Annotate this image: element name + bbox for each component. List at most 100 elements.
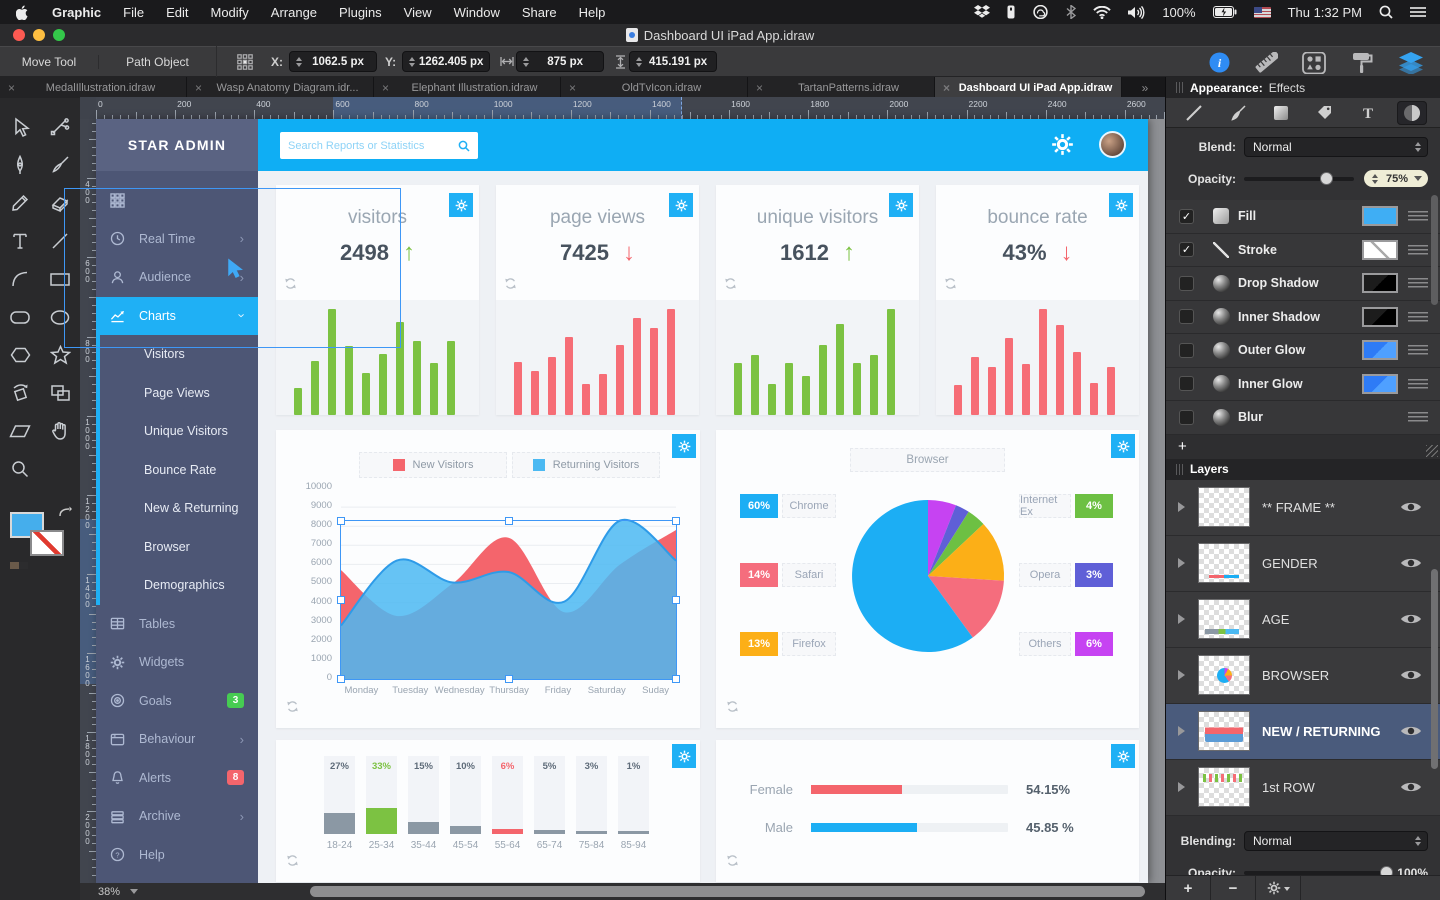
- x-stepper[interactable]: [294, 54, 304, 70]
- visibility-eye-icon[interactable]: [1400, 556, 1422, 570]
- settings-gear-icon[interactable]: [1051, 133, 1074, 156]
- dashboard-artboard[interactable]: STAR ADMIN Real Time› Audience›: [96, 119, 1148, 883]
- tab-effects[interactable]: [1396, 100, 1427, 125]
- anchor-point-selector[interactable]: [237, 53, 253, 70]
- effect-color-swatch[interactable]: [1362, 373, 1398, 394]
- dashboard-search[interactable]: [280, 132, 478, 159]
- refresh-icon[interactable]: [504, 277, 517, 295]
- effect-row[interactable]: Stroke: [1166, 233, 1440, 267]
- sidebar-sub-item[interactable]: Page Views: [144, 385, 210, 400]
- height-field[interactable]: 415.191 px: [629, 51, 718, 72]
- move-tool[interactable]: [64, 188, 401, 348]
- pen-tool[interactable]: [0, 146, 40, 184]
- menu-item[interactable]: Arrange: [270, 4, 318, 20]
- minimize-window-button[interactable]: [33, 29, 45, 41]
- layer-row[interactable]: NEW / RETURNING: [1166, 703, 1440, 760]
- effect-color-swatch[interactable]: [1362, 306, 1398, 327]
- effect-drag-handle[interactable]: [1408, 211, 1428, 222]
- node-tool[interactable]: [40, 108, 80, 146]
- sidebar-sub-item[interactable]: Bounce Rate: [144, 462, 217, 477]
- refresh-icon[interactable]: [286, 854, 299, 872]
- default-colors[interactable]: [10, 562, 28, 569]
- effect-checkbox[interactable]: [1179, 409, 1194, 425]
- x-position-field[interactable]: 1062.5 px: [289, 51, 377, 72]
- menu-item[interactable]: Modify: [210, 4, 249, 20]
- zoom-window-button[interactable]: [53, 29, 65, 41]
- tab-text[interactable]: T: [1353, 101, 1383, 125]
- rectangle-tool[interactable]: [40, 260, 80, 298]
- effect-row[interactable]: Fill: [1166, 200, 1440, 234]
- width-field[interactable]: 875 px: [516, 51, 605, 72]
- effect-row[interactable]: Outer Glow: [1166, 334, 1440, 368]
- sidebar-sub-item[interactable]: Browser: [144, 539, 190, 554]
- sidebar-apps-grid[interactable]: [96, 181, 258, 220]
- document-tab[interactable]: × OldTvIcon.idraw: [561, 77, 748, 98]
- add-layer-button[interactable]: +: [1166, 876, 1211, 900]
- layer-row[interactable]: AGE: [1166, 591, 1440, 648]
- zoom-tool[interactable]: [0, 450, 40, 488]
- remove-layer-button[interactable]: −: [1211, 876, 1256, 900]
- creative-cloud-icon[interactable]: [1032, 5, 1049, 19]
- effect-row[interactable]: Blur: [1166, 401, 1440, 435]
- sidebar-sub-item[interactable]: New & Returning: [144, 501, 239, 516]
- effect-drag-handle[interactable]: [1408, 412, 1428, 423]
- y-stepper[interactable]: [407, 54, 417, 70]
- selection-handle[interactable]: [504, 517, 513, 525]
- selection-handle[interactable]: [504, 675, 513, 683]
- volume-icon[interactable]: [1128, 5, 1145, 19]
- sidebar-item-goals[interactable]: Goals 3: [96, 682, 258, 721]
- effect-checkbox[interactable]: [1179, 275, 1194, 291]
- hand-tool[interactable]: [40, 412, 80, 450]
- menu-item[interactable]: View: [403, 4, 432, 20]
- refresh-icon[interactable]: [724, 277, 737, 295]
- effect-color-swatch[interactable]: [1362, 273, 1398, 294]
- direct-select-tool[interactable]: [0, 108, 40, 146]
- opacity-stepper[interactable]: 75%: [1364, 170, 1428, 187]
- width-stepper[interactable]: [521, 54, 531, 70]
- dropbox-icon[interactable]: [974, 5, 991, 19]
- add-effect-button[interactable]: +: [1166, 434, 1440, 459]
- menu-item[interactable]: Help: [578, 4, 606, 20]
- sidebar-item-behaviour[interactable]: Behaviour ›: [96, 720, 258, 759]
- rounded-rectangle-tool[interactable]: [0, 298, 40, 336]
- tab-label[interactable]: [1310, 101, 1340, 125]
- layer-row[interactable]: GENDER: [1166, 535, 1440, 592]
- effect-drag-handle[interactable]: [1408, 311, 1428, 322]
- tab-fill[interactable]: [1266, 101, 1296, 125]
- refresh-icon[interactable]: [726, 854, 739, 872]
- selection-handle[interactable]: [337, 675, 345, 683]
- star-tool[interactable]: [40, 336, 80, 374]
- effect-drag-handle[interactable]: [1408, 345, 1428, 356]
- effect-color-swatch[interactable]: [1362, 239, 1398, 260]
- visibility-eye-icon[interactable]: [1400, 500, 1422, 514]
- tab-brush[interactable]: [1223, 101, 1253, 125]
- panel-settings-button[interactable]: [672, 434, 696, 458]
- effect-row[interactable]: Drop Shadow: [1166, 267, 1440, 301]
- refresh-icon[interactable]: [726, 700, 739, 718]
- eraser-tool[interactable]: [40, 184, 80, 222]
- effect-color-swatch[interactable]: [1362, 206, 1398, 227]
- effect-row[interactable]: Inner Shadow: [1166, 300, 1440, 334]
- close-tab-icon[interactable]: ×: [8, 80, 16, 95]
- menu-item[interactable]: File: [123, 4, 145, 20]
- card-settings-button[interactable]: [889, 193, 913, 217]
- effect-checkbox[interactable]: [1179, 242, 1194, 258]
- apple-menu[interactable]: [0, 5, 41, 20]
- disclosure-triangle-icon[interactable]: [1178, 614, 1190, 624]
- menu-item[interactable]: Graphic: [52, 4, 102, 20]
- card-settings-button[interactable]: [449, 193, 473, 217]
- visibility-eye-icon[interactable]: [1400, 780, 1422, 794]
- refresh-icon[interactable]: [286, 700, 299, 718]
- notification-center-icon[interactable]: [1410, 6, 1426, 18]
- arc-tool[interactable]: [0, 260, 40, 298]
- disclosure-triangle-icon[interactable]: [1178, 726, 1190, 736]
- swap-colors-icon[interactable]: [58, 506, 72, 521]
- close-tab-icon[interactable]: ×: [943, 80, 951, 95]
- layer-row[interactable]: BROWSER: [1166, 647, 1440, 704]
- layer-blending-dropdown[interactable]: Normal: [1244, 831, 1428, 851]
- panel-grip[interactable]: [1176, 463, 1184, 475]
- sidebar-item-help[interactable]: ? Help: [96, 836, 258, 875]
- effect-drag-handle[interactable]: [1408, 278, 1428, 289]
- zoom-level-control[interactable]: 38%: [98, 885, 139, 898]
- layers-panel-button[interactable]: [1398, 51, 1424, 74]
